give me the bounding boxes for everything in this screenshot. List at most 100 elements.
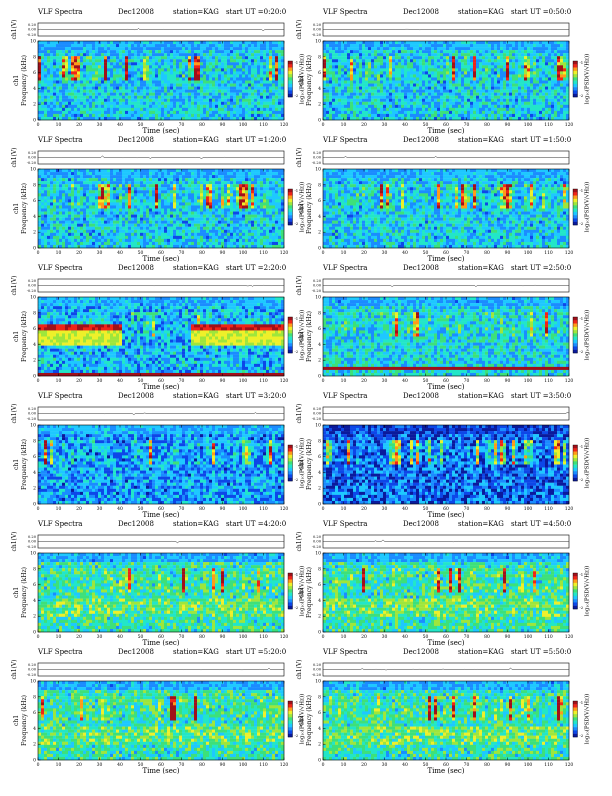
frequency-tick-label: 2 <box>33 614 36 620</box>
panel-start-time: start UT =0:50:0 <box>511 8 571 16</box>
panel-station: station=KAG <box>173 8 219 16</box>
time-tick-label: 110 <box>259 250 268 256</box>
panel-start-time: start UT =3:50:0 <box>511 392 571 400</box>
frequency-tick-label: 6 <box>33 454 36 460</box>
frequency-axis-label: Frequency (kHz) <box>21 567 28 618</box>
waveform-trace <box>323 29 569 30</box>
time-tick-label: 80 <box>484 122 490 128</box>
time-tick-label: 0 <box>37 378 40 384</box>
waveform-axis-label: ch1(V) <box>11 19 18 39</box>
panel-start-time: start UT =1:20:0 <box>226 136 286 144</box>
time-tick-label: 30 <box>97 506 103 512</box>
time-tick-label: 20 <box>361 506 367 512</box>
time-tick-label: 120 <box>565 506 574 512</box>
channel-axis-label: ch1 <box>298 715 305 726</box>
panel-date: Dec12008 <box>403 648 439 656</box>
waveform-axis-label: ch1(V) <box>296 403 303 423</box>
time-tick-label: 40 <box>402 634 408 640</box>
spectrogram-image <box>38 425 284 504</box>
time-tick-label: 40 <box>402 378 408 384</box>
time-tick-label: 90 <box>220 378 226 384</box>
waveform-tick-label: -0.20 <box>312 161 322 165</box>
time-tick-label: 110 <box>544 250 553 256</box>
panel-station: station=KAG <box>173 648 219 656</box>
frequency-tick-label: 8 <box>318 310 321 316</box>
time-tick-label: 40 <box>117 506 123 512</box>
time-tick-label: 20 <box>76 250 82 256</box>
time-tick-label: 100 <box>239 634 248 640</box>
panel-station: station=KAG <box>173 392 219 400</box>
spectrogram-image <box>38 169 284 248</box>
time-tick-label: 110 <box>544 634 553 640</box>
time-tick-label: 10 <box>341 634 347 640</box>
time-tick-label: 90 <box>505 762 511 768</box>
time-tick-label: 0 <box>322 250 325 256</box>
waveform-tick-label: -0.20 <box>27 33 37 37</box>
panel-date: Dec12008 <box>118 264 154 272</box>
colorbar-tick-label: -2 <box>295 477 299 482</box>
time-tick-label: 10 <box>56 762 62 768</box>
time-tick-label: 10 <box>56 122 62 128</box>
time-tick-label: 90 <box>220 250 226 256</box>
time-tick-label: 40 <box>117 122 123 128</box>
frequency-tick-label: 2 <box>33 230 36 236</box>
frequency-tick-label: 8 <box>33 566 36 572</box>
time-axis-label: Time (sec) <box>142 767 179 775</box>
frequency-tick-label: 6 <box>318 454 321 460</box>
frequency-tick-label: 10 <box>30 679 36 685</box>
time-tick-label: 90 <box>505 506 511 512</box>
panel-title: VLF Spectra <box>37 648 82 656</box>
time-tick-label: 100 <box>239 506 248 512</box>
time-tick-label: 120 <box>280 122 289 128</box>
frequency-tick-label: 6 <box>318 710 321 716</box>
time-tick-label: 10 <box>341 506 347 512</box>
colorbar <box>288 445 293 481</box>
frequency-tick-label: 10 <box>315 167 321 173</box>
channel-axis-label: ch1 <box>13 587 20 598</box>
time-tick-label: 20 <box>76 122 82 128</box>
waveform-tick-label: 0.20 <box>28 151 37 155</box>
colorbar-tick-label: -2 <box>295 221 299 226</box>
time-tick-label: 0 <box>37 634 40 640</box>
colorbar-tick-label: -2 <box>295 733 299 738</box>
panel-start-time: start UT =0:20:0 <box>226 8 286 16</box>
frequency-tick-label: 6 <box>318 198 321 204</box>
waveform-axis-label: ch1(V) <box>11 147 18 167</box>
waveform-tick-label: 0.20 <box>28 23 37 27</box>
colorbar-tick-label: -2 <box>580 605 584 610</box>
time-tick-label: 20 <box>361 250 367 256</box>
time-tick-label: 120 <box>280 634 289 640</box>
colorbar-tick-label: -2 <box>295 605 299 610</box>
frequency-tick-label: 6 <box>33 582 36 588</box>
panel-title: VLF Spectra <box>37 392 82 400</box>
channel-axis-label: ch1 <box>13 715 20 726</box>
panel-start-time: start UT =4:20:0 <box>226 520 286 528</box>
panel-date: Dec12008 <box>403 8 439 16</box>
time-tick-label: 90 <box>505 250 511 256</box>
time-tick-label: 40 <box>402 250 408 256</box>
frequency-tick-label: 10 <box>30 167 36 173</box>
time-tick-label: 80 <box>484 250 490 256</box>
time-tick-label: 110 <box>259 122 268 128</box>
frequency-tick-label: 4 <box>318 726 321 732</box>
time-tick-label: 20 <box>76 378 82 384</box>
panel-station: station=KAG <box>173 136 219 144</box>
time-tick-label: 20 <box>76 506 82 512</box>
time-tick-label: 40 <box>117 250 123 256</box>
time-tick-label: 40 <box>402 122 408 128</box>
frequency-axis-label: Frequency (kHz) <box>21 311 28 362</box>
frequency-tick-label: 8 <box>33 694 36 700</box>
time-tick-label: 40 <box>117 378 123 384</box>
panel-station: station=KAG <box>458 8 504 16</box>
frequency-tick-label: 4 <box>318 342 321 348</box>
time-tick-label: 20 <box>361 122 367 128</box>
time-tick-label: 80 <box>199 506 205 512</box>
waveform-trace <box>38 413 284 415</box>
time-tick-label: 120 <box>280 378 289 384</box>
waveform-trace <box>38 29 284 31</box>
